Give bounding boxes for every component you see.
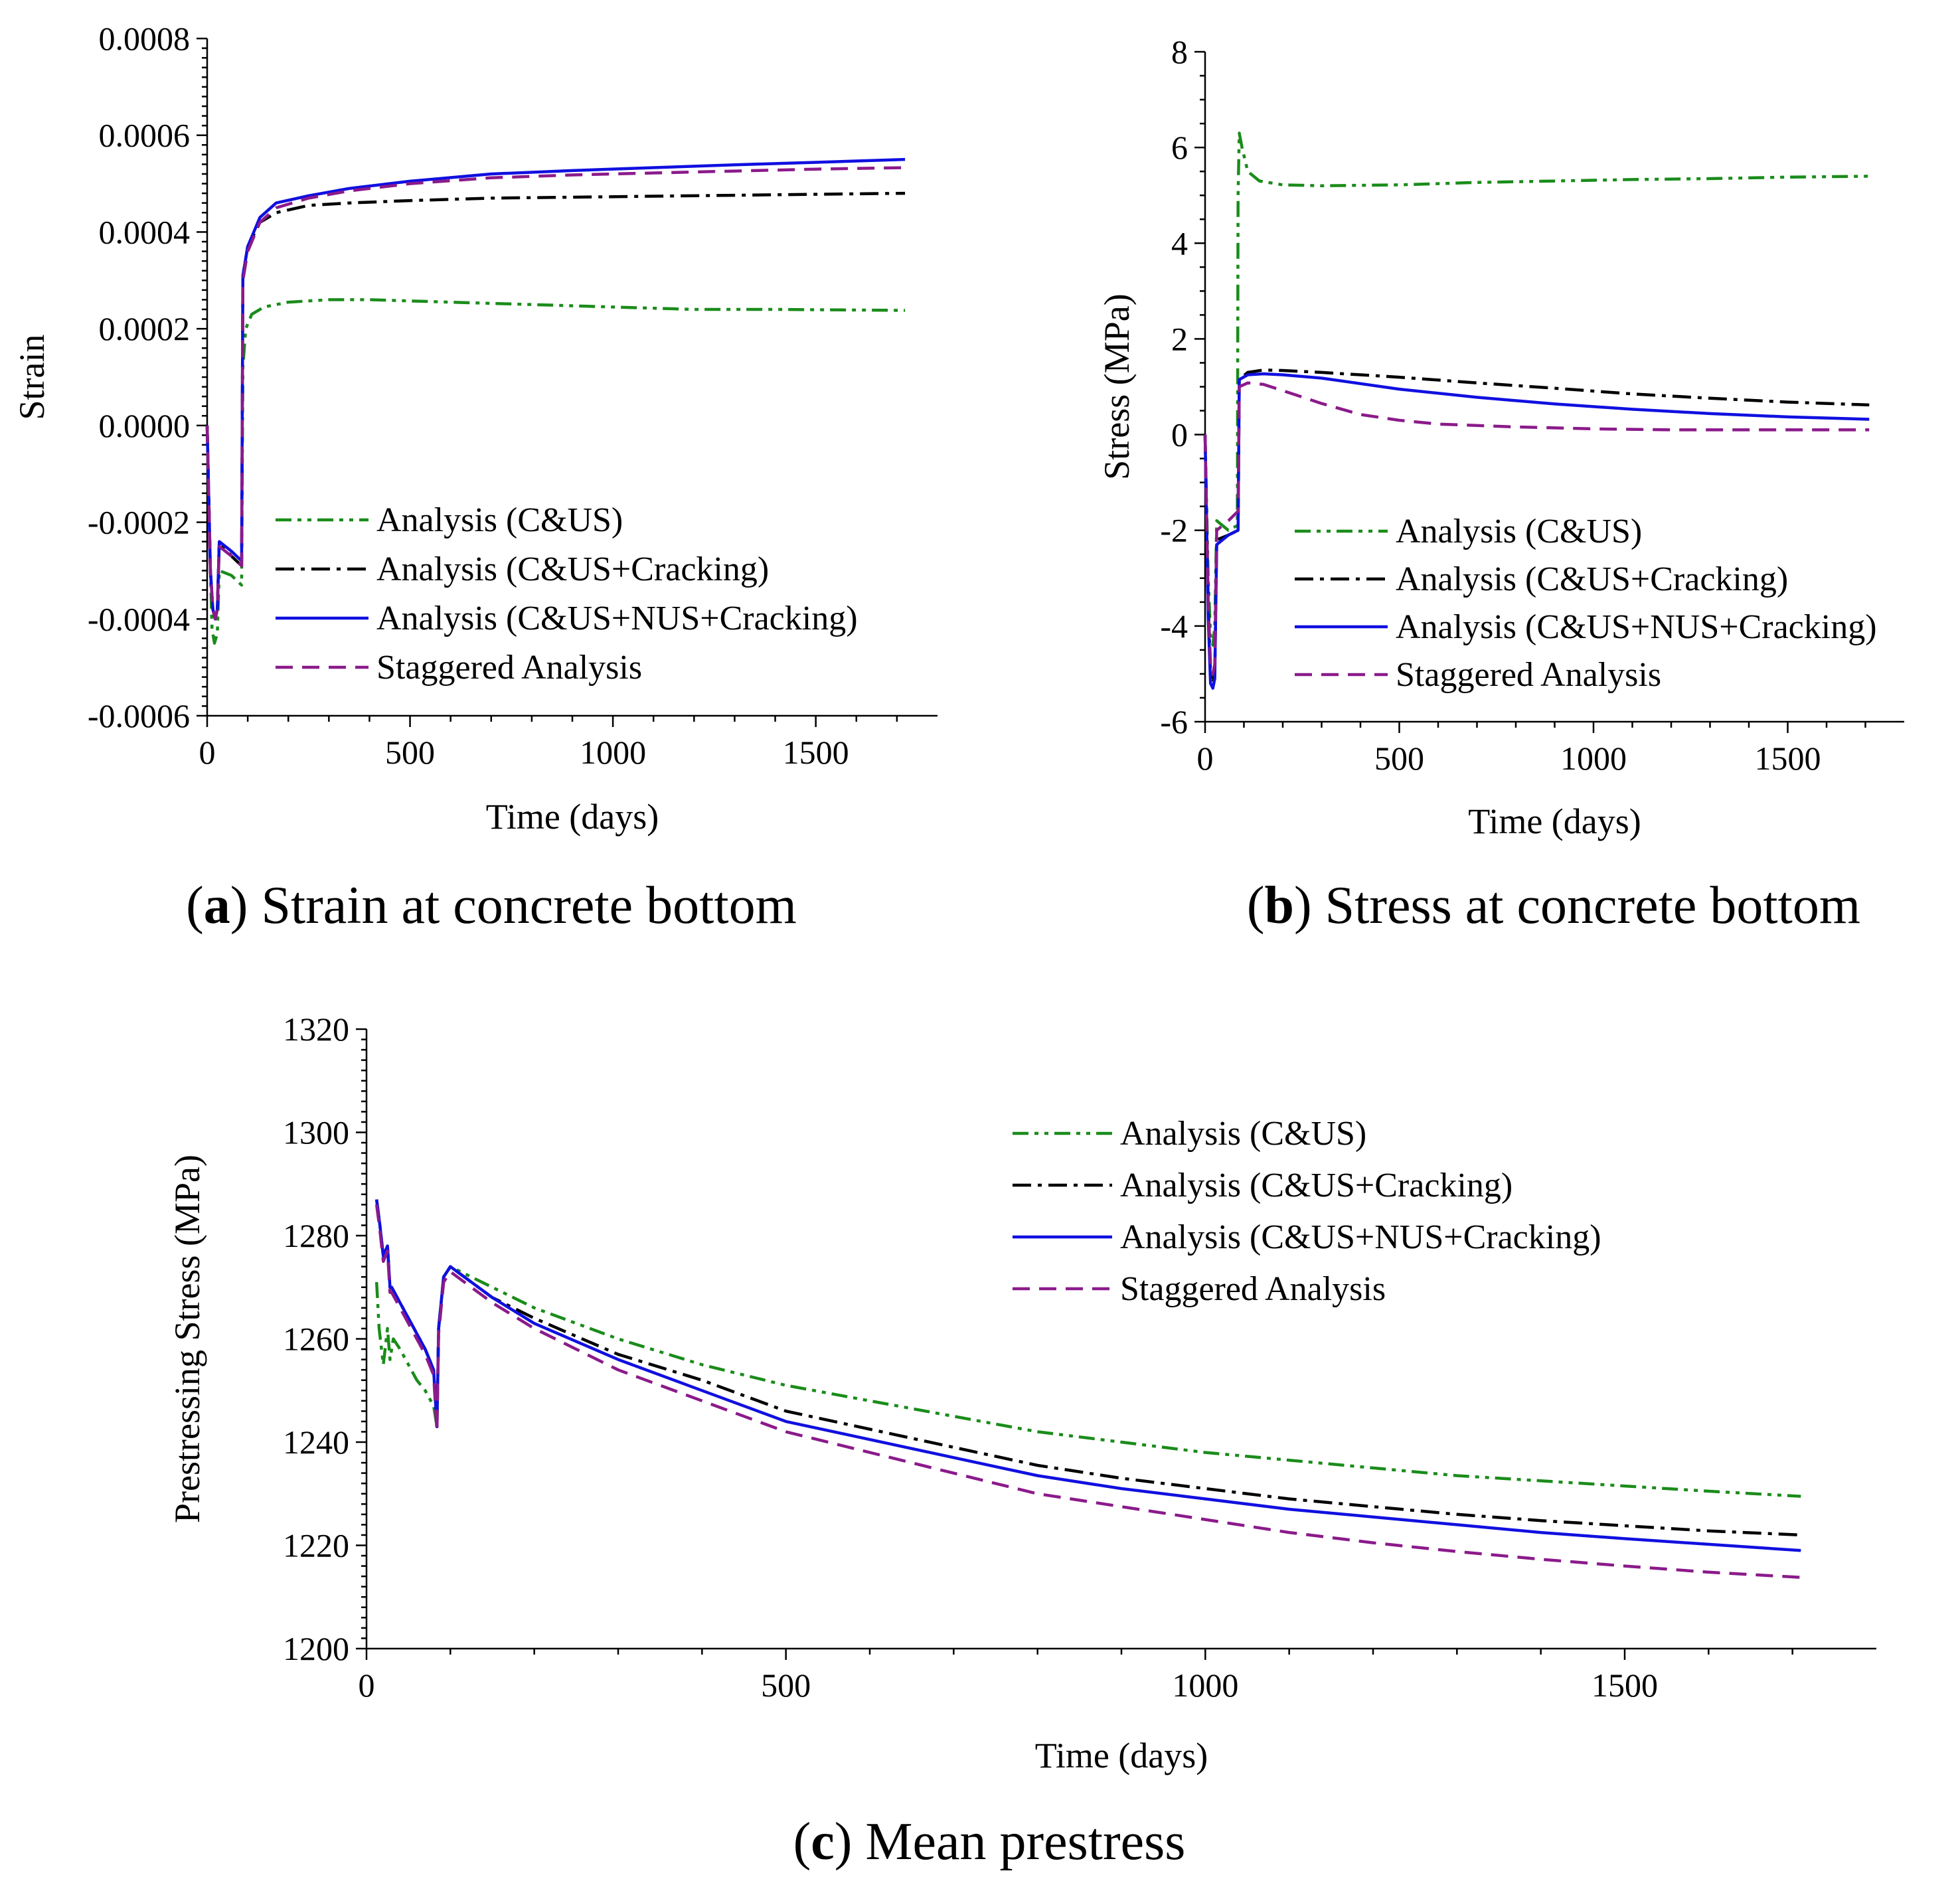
series-line-4	[1203, 381, 1870, 676]
y-tick-label: 8	[1171, 33, 1188, 70]
legend-entry: Staggered Analysis	[1396, 656, 1661, 694]
y-tick-label: -6	[1160, 703, 1188, 740]
caption-letter: a	[204, 876, 230, 935]
legend-entry: Analysis (C&US+Cracking)	[1120, 1167, 1512, 1204]
y-tick-label: 1220	[283, 1527, 349, 1564]
x-tick-label: 0	[359, 1667, 375, 1704]
legend-entry: Analysis (C&US+NUS+Cracking)	[1396, 608, 1877, 646]
caption-text: ) Mean prestress	[835, 1813, 1186, 1871]
legend-entry: Analysis (C&US)	[1396, 513, 1642, 550]
x-tick-label: 1000	[580, 734, 646, 771]
y-tick-label: 6	[1171, 129, 1188, 166]
series-line-4	[374, 1204, 1801, 1579]
x-tick-label: 500	[1374, 740, 1424, 777]
y-tick-label: 1300	[283, 1114, 349, 1151]
x-axis-label: Time (days)	[486, 797, 659, 837]
legend-entry: Analysis (C&US)	[1120, 1115, 1366, 1153]
legend-entry: Analysis (C&US+NUS+Cracking)	[1120, 1218, 1601, 1256]
y-tick-label: 0.0004	[99, 213, 191, 250]
x-tick-label: 1500	[1592, 1667, 1658, 1704]
legend-entry: Analysis (C&US)	[376, 501, 623, 539]
legend-entry: Staggered Analysis	[376, 649, 642, 687]
legend: Analysis (C&US) Analysis (C&US+Cracking) A…	[1013, 1115, 1601, 1308]
legend-entry: Analysis (C&US+Cracking)	[1396, 560, 1788, 598]
legend: Analysis (C&US) Analysis (C&US+Cracking) A…	[1295, 513, 1877, 694]
y-tick-label: 1260	[283, 1321, 349, 1358]
series-line-4	[205, 166, 906, 621]
y-tick-label: 1320	[283, 1011, 349, 1048]
y-tick-label: 0.0008	[99, 20, 191, 57]
y-tick-label: -0.0006	[88, 697, 190, 734]
legend-entry: Analysis (C&US+Cracking)	[376, 550, 769, 588]
x-tick-label: 1000	[1560, 740, 1627, 777]
chart-panel-c: 1200 1220 1240 1260 1280 1300 1320 0 500 1000 1500…	[167, 1011, 1876, 1871]
legend-entry: Analysis (C&US+NUS+Cracking)	[376, 600, 858, 637]
caption-letter: c	[811, 1813, 835, 1871]
y-axis-label: Stress (MPa)	[1097, 293, 1137, 480]
y-tick-label: -4	[1160, 608, 1188, 645]
legend-entry: Staggered Analysis	[1120, 1270, 1386, 1308]
y-tick-label: 1200	[283, 1630, 349, 1667]
y-tick-label: 0.0006	[99, 117, 191, 154]
y-tick-label: -0.0004	[88, 600, 190, 637]
y-axis-label: Prestressing Stress (MPa)	[167, 1155, 207, 1523]
y-axis-label: Strain	[12, 335, 52, 420]
x-tick-label: 500	[385, 734, 435, 771]
x-tick-label: 1500	[783, 734, 849, 771]
x-tick-label: 1500	[1755, 740, 1821, 777]
y-tick-label: 4	[1171, 224, 1188, 262]
y-tick-label: 1240	[283, 1424, 349, 1461]
x-axis-label: Time (days)	[1468, 801, 1641, 841]
y-tick-label: 1280	[283, 1217, 349, 1254]
y-tick-label: -2	[1160, 512, 1188, 549]
x-tick-label: 0	[199, 734, 216, 771]
x-tick-label: 0	[1197, 740, 1214, 777]
y-tick-label: 2	[1171, 320, 1188, 357]
series-line-2	[1203, 368, 1870, 685]
chart-panel-a: -0.0006 -0.0004 -0.0002 0.0000 0.0002 0.0004 0…	[12, 20, 938, 935]
series-line-1	[205, 298, 906, 645]
series-line-3	[1203, 372, 1870, 690]
caption-text: ) Strain at concrete bottom	[230, 876, 797, 935]
caption-text: ) Stress at concrete bottom	[1294, 876, 1860, 935]
series-line-1	[374, 1265, 1801, 1498]
x-tick-label: 500	[761, 1667, 811, 1704]
y-tick-label: 0.0002	[99, 310, 191, 347]
y-tick-label: 0	[1171, 416, 1188, 453]
y-tick-label: -0.0002	[88, 504, 190, 541]
caption-letter: b	[1265, 876, 1295, 935]
x-tick-label: 1000	[1172, 1667, 1238, 1704]
y-tick-label: 0.0000	[99, 407, 191, 444]
chart-panel-b: -6 -4 -2 0 2 4 6 8 0 500 1000 1500 Time (days) Stress…	[1097, 33, 1904, 935]
series-line-3	[374, 1199, 1801, 1552]
panel-caption: (c) Mean prestress	[793, 1813, 1186, 1871]
legend: Analysis (C&US) Analysis (C&US+Cracking) A…	[276, 501, 858, 687]
panel-caption: (a) Strain at concrete bottom	[186, 876, 797, 935]
x-axis-label: Time (days)	[1035, 1736, 1208, 1775]
panel-caption: (b) Stress at concrete bottom	[1247, 876, 1860, 935]
